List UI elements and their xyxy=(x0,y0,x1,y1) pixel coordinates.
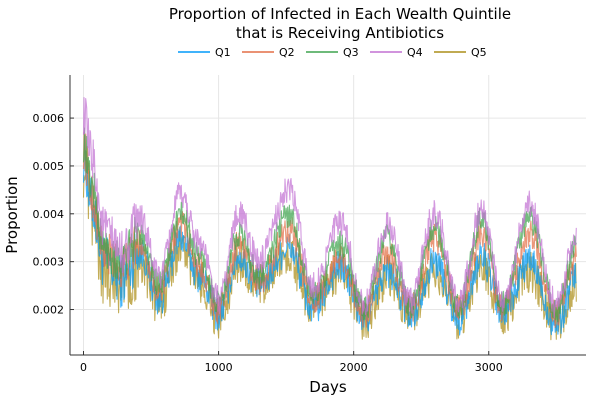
y-tick-label-1: 0.003 xyxy=(33,256,65,269)
legend-label-q3: Q3 xyxy=(343,46,359,59)
y-axis-label: Proportion xyxy=(3,176,21,253)
legend-label-q2: Q2 xyxy=(279,46,295,59)
legend-item-q4: Q4 xyxy=(370,46,423,59)
series-line-q2 xyxy=(82,131,577,328)
chart-title-line-1: Proportion of Infected in Each Wealth Qu… xyxy=(169,5,511,23)
x-axis-label: Days xyxy=(309,378,347,396)
series-line-q3 xyxy=(82,127,577,323)
legend-label-q4: Q4 xyxy=(407,46,423,59)
x-tick-label-1: 1000 xyxy=(205,361,233,374)
chart-title-line-2: that is Receiving Antibiotics xyxy=(236,24,444,42)
series-line-q4 xyxy=(82,96,577,318)
legend-item-q1: Q1 xyxy=(178,46,231,59)
series-layer xyxy=(82,96,577,341)
x-tick-label-3: 3000 xyxy=(475,361,503,374)
y-tick-label-4: 0.006 xyxy=(33,112,65,125)
legend-label-q5: Q5 xyxy=(471,46,487,59)
y-tick-label-2: 0.004 xyxy=(33,208,65,221)
x-tick-label-2: 2000 xyxy=(340,361,368,374)
legend-label-q1: Q1 xyxy=(215,46,231,59)
x-ticks: 0 1000 2000 3000 xyxy=(80,351,503,374)
y-tick-label-0: 0.002 xyxy=(33,304,65,317)
legend-item-q3: Q3 xyxy=(306,46,359,59)
y-tick-label-3: 0.005 xyxy=(33,160,65,173)
y-ticks: 0.002 0.003 0.004 0.005 0.006 xyxy=(33,112,74,317)
legend-item-q5: Q5 xyxy=(434,46,487,59)
legend: Q1 Q2 Q3 Q4 Q5 xyxy=(178,46,487,59)
x-tick-label-0: 0 xyxy=(80,361,87,374)
legend-item-q2: Q2 xyxy=(242,46,295,59)
